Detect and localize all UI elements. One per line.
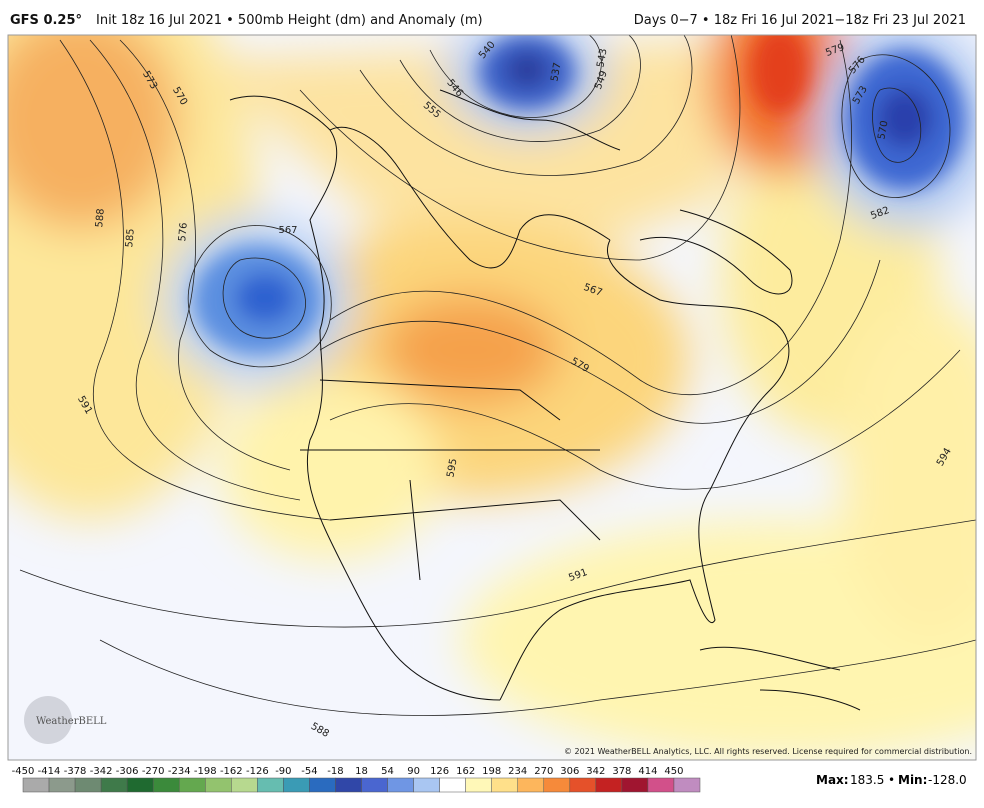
colorbar-tick-label: 18 bbox=[355, 766, 368, 777]
colorbar-tick-label: -342 bbox=[90, 766, 113, 777]
contour-label: 543 bbox=[595, 48, 609, 69]
colorbar-swatch bbox=[100, 777, 128, 793]
colorbar-tick-label: 234 bbox=[508, 766, 527, 777]
colorbar-swatch bbox=[543, 777, 571, 793]
map-frame bbox=[7, 34, 977, 761]
max-label: Max: bbox=[816, 773, 849, 787]
map: 573 570 588 585 576 567 591 540 537 543 … bbox=[8, 35, 976, 760]
colorbar-tick-label: 126 bbox=[430, 766, 449, 777]
colorbar-tick-label: 270 bbox=[534, 766, 553, 777]
colorbar-swatch bbox=[673, 777, 701, 793]
copyright: © 2021 WeatherBELL Analytics, LLC. All r… bbox=[564, 747, 972, 756]
colorbar-tick-label: 198 bbox=[482, 766, 501, 777]
colorbar-swatch bbox=[48, 777, 76, 793]
min-value: -128.0 bbox=[928, 773, 967, 787]
contour-label: 576 bbox=[177, 222, 190, 242]
contour-label: 570 bbox=[876, 120, 890, 141]
colorbar-tick-label: 90 bbox=[407, 766, 420, 777]
separator: • bbox=[888, 773, 895, 787]
colorbar-swatch bbox=[205, 777, 232, 793]
colorbar-tick-label: -306 bbox=[116, 766, 139, 777]
colorbar-swatch bbox=[335, 777, 362, 793]
colorbar-swatch bbox=[361, 777, 388, 793]
colorbar-tick-label: -234 bbox=[168, 766, 191, 777]
contour-label: 585 bbox=[124, 228, 137, 248]
colorbar-swatch bbox=[439, 777, 466, 793]
colorbar-tick-label: 378 bbox=[612, 766, 631, 777]
colorbar-swatch bbox=[387, 777, 414, 793]
colorbar-swatch bbox=[517, 777, 545, 793]
colorbar-tick-label: -126 bbox=[246, 766, 269, 777]
colorbar-tick-label: -450 bbox=[12, 766, 35, 777]
colorbar-swatch bbox=[152, 777, 180, 793]
contour-label: 588 bbox=[94, 208, 107, 228]
contour-label: 537 bbox=[549, 62, 563, 83]
colorbar-tick-label: 54 bbox=[381, 766, 394, 777]
header-description: Init 18z 16 Jul 2021 • 500mb Height (dm)… bbox=[96, 13, 483, 28]
contours bbox=[19, 35, 976, 716]
colorbar-swatch bbox=[621, 777, 649, 793]
header-period: Days 0−7 • 18z Fri 16 Jul 2021−18z Fri 2… bbox=[634, 13, 966, 28]
contour-label: 567 bbox=[278, 225, 297, 236]
colorbar-swatch bbox=[491, 777, 518, 793]
colorbar-tick-label: -162 bbox=[220, 766, 243, 777]
colorbar-tick-label: -270 bbox=[142, 766, 165, 777]
colorbar-swatch bbox=[231, 777, 258, 793]
contour-label: 595 bbox=[445, 458, 459, 479]
colorbar-swatch bbox=[22, 777, 50, 793]
colorbar-swatch bbox=[647, 777, 675, 793]
min-label: Min: bbox=[898, 773, 927, 787]
colorbar-swatch bbox=[74, 777, 102, 793]
colorbar-swatch bbox=[569, 777, 597, 793]
colorbar-swatch bbox=[283, 777, 310, 793]
logo: WeatherBELL bbox=[24, 696, 107, 744]
colorbar-tick-label: 306 bbox=[560, 766, 579, 777]
colorbar-swatch bbox=[126, 777, 154, 793]
colorbar-swatch bbox=[257, 777, 284, 793]
stats: Max: 183.5 • Min: -128.0 bbox=[816, 773, 967, 787]
colorbar-swatch bbox=[178, 777, 206, 793]
logo-text: WeatherBELL bbox=[36, 716, 107, 727]
colorbar-tick-label: 414 bbox=[638, 766, 657, 777]
colorbar-tick-label: -378 bbox=[64, 766, 87, 777]
max-value: 183.5 bbox=[850, 773, 884, 787]
colorbar-swatch bbox=[309, 777, 336, 793]
colorbar-tick-label: -414 bbox=[38, 766, 61, 777]
colorbar-tick-label: 450 bbox=[664, 766, 683, 777]
colorbar-tick-label: -54 bbox=[301, 766, 317, 777]
colorbar-tick-label: -18 bbox=[327, 766, 343, 777]
colorbar-swatch bbox=[413, 777, 440, 793]
colorbar-tick-label: -198 bbox=[194, 766, 217, 777]
colorbar-swatch bbox=[465, 777, 492, 793]
colorbar-tick-label: 162 bbox=[456, 766, 475, 777]
colorbar-tick-label: 342 bbox=[586, 766, 605, 777]
colorbar-swatch bbox=[595, 777, 623, 793]
colorbar: -450 -414 -378 -342 -306 -270 -234 -198 -162 -126… bbox=[12, 766, 701, 793]
coastlines bbox=[229, 89, 861, 711]
header-model: GFS 0.25° bbox=[10, 13, 82, 28]
colorbar-tick-label: -90 bbox=[275, 766, 291, 777]
